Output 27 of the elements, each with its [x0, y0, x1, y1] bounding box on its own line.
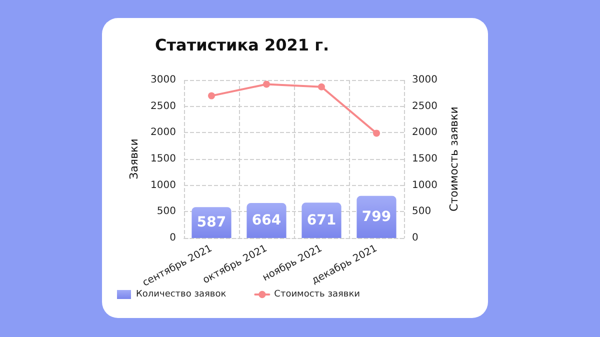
- y2-axis-title: Стоимость заявки: [447, 106, 460, 212]
- y2-tick-label: 2500: [412, 100, 438, 112]
- y2-tick-label: 500: [412, 206, 432, 218]
- y-tick-label: 1000: [150, 180, 176, 191]
- data-label: 671: [306, 212, 336, 228]
- y-tick-label: 1500: [150, 154, 176, 164]
- chart-title: Статистика 2021 г.: [155, 36, 330, 54]
- y2-tick-label: 1000: [412, 180, 438, 191]
- y2-tick-label: 3000: [412, 74, 438, 86]
- y2-tick-label: 1500: [412, 154, 438, 164]
- y-axis-title: Заявки: [128, 138, 141, 180]
- y-tick-label: 0: [170, 232, 176, 244]
- point: [373, 130, 380, 137]
- y-tick-label: 2500: [150, 100, 176, 112]
- y-tick-label: 500: [156, 206, 176, 218]
- y2-tick-label: 2000: [412, 127, 438, 138]
- y2-tick-label: 0: [412, 232, 418, 244]
- data-label: 799: [362, 208, 392, 225]
- y-tick-label: 3000: [150, 74, 176, 86]
- data-label: 664: [252, 212, 282, 229]
- data-label: 587: [196, 214, 226, 231]
- point: [208, 92, 215, 100]
- y-tick-label: 2000: [150, 127, 176, 138]
- point: [263, 80, 270, 88]
- legend-label: Стоимость заявки: [274, 290, 360, 300]
- point: [318, 83, 325, 90]
- legend-label: Количество заявок: [136, 290, 227, 300]
